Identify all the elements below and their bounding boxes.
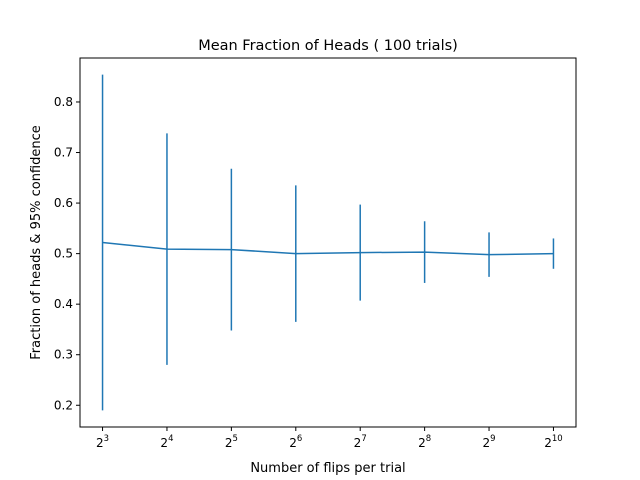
x-axis-label: Number of flips per trial	[250, 461, 405, 476]
y-tick-label: 0.6	[54, 196, 73, 210]
x-tick-layer: 23 24 25 26 27 28 29 210	[96, 427, 563, 450]
y-tick-label: 0.3	[54, 348, 73, 362]
x-tick-label: 24	[160, 434, 173, 450]
y-tick-label: 0.7	[54, 146, 73, 160]
x-tick-label: 25	[225, 434, 238, 450]
x-tick-label: 210	[544, 434, 562, 450]
series-line	[102, 241, 554, 256]
x-tick-label: 27	[354, 434, 367, 450]
y-tick-layer: 0.2 0.3 0.4 0.5 0.6 0.7 0.8	[54, 95, 80, 412]
plot-frame	[79, 57, 577, 428]
x-tick-label: 23	[96, 434, 109, 450]
x-tick-label: 26	[289, 434, 302, 450]
y-axis-label: Fraction of heads & 95% confidence	[29, 125, 44, 360]
plot-layer	[101, 74, 555, 411]
y-tick-label: 0.4	[54, 297, 73, 311]
y-tick-label: 0.2	[54, 398, 73, 412]
y-tick-label: 0.8	[54, 95, 73, 109]
chart-title: Mean Fraction of Heads ( 100 trials)	[198, 38, 458, 54]
y-tick-label: 0.5	[54, 247, 73, 261]
x-tick-label: 28	[418, 434, 431, 450]
x-tick-label: 29	[483, 434, 496, 450]
